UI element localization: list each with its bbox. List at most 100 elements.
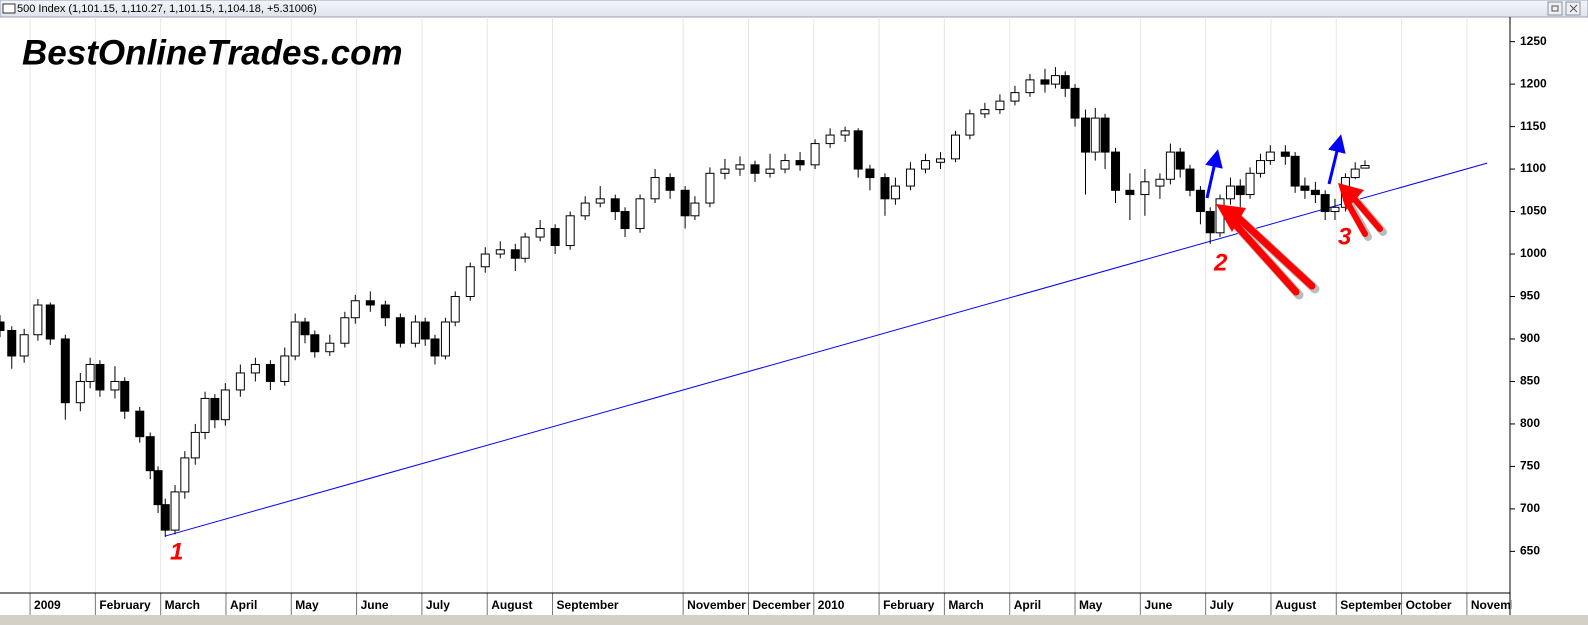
candle-body [300,321,310,336]
candle-body [1175,151,1185,170]
candle-body [880,177,890,200]
candle-body [395,317,405,344]
candle-body [235,372,245,391]
candle-body [160,504,170,531]
x-tick-label: June [361,598,389,612]
candle-body [60,338,70,404]
candle-body [1290,155,1300,187]
window-title: 500 Index (1,101.15, 1,110.27, 1,101.15,… [17,3,317,15]
candle-body [1100,117,1110,153]
candle-body [350,300,360,319]
candle-body [120,380,130,412]
candle-body [340,317,350,344]
restore-button[interactable] [1547,1,1563,16]
candle-body [480,253,490,268]
x-tick-label: June [1144,598,1172,612]
candle-body [495,249,505,255]
x-tick-label: December [752,598,810,612]
candle-body [905,168,915,187]
candle-body [920,160,930,170]
x-tick-label: April [230,598,257,612]
candle-body [190,431,200,459]
title-bar [0,0,1588,18]
candle-body [510,249,520,259]
candle-body [380,304,390,319]
y-tick-label: 800 [1520,416,1540,430]
candle-body [965,113,975,136]
candle-body [1265,151,1275,162]
candle-body [620,211,630,230]
y-tick-label: 950 [1520,289,1540,303]
x-tick-label: February [99,598,151,612]
y-tick-label: 700 [1520,501,1540,515]
plot-area: 6507007508008509009501000105011001150120… [0,17,1547,615]
candle-body [765,168,775,174]
point-label: 2 [1213,249,1228,276]
y-tick-label: 1050 [1520,204,1547,218]
candle-body [85,363,95,382]
window-icon [2,3,16,14]
candle-body [750,164,760,174]
candle-body [280,355,290,382]
candle-body [1185,168,1195,191]
candle-body [1300,185,1310,191]
candle-body [665,177,675,191]
candle-body [170,491,180,531]
candle-body [75,380,85,404]
candle-body [95,363,105,391]
candle-body [450,296,460,323]
y-tick-label: 750 [1520,459,1540,473]
candle-body [410,321,420,344]
candle-body [200,397,210,433]
y-tick-label: 1200 [1520,76,1547,90]
candle-body [1025,79,1035,94]
candle-body [210,397,220,421]
candle-body [705,172,715,204]
candle-body [110,380,120,391]
candle-body [1165,151,1175,180]
x-tick-label: October [1406,598,1452,612]
y-tick-label: 850 [1520,374,1540,388]
candle-body [1010,92,1020,102]
candle-body [1125,189,1135,196]
candle-body [1256,160,1266,174]
candle-body [680,189,690,217]
candle-body [865,168,875,179]
candle-body [19,334,29,357]
y-tick-label: 1150 [1520,119,1546,133]
candle-body [995,100,1005,111]
candle-body [145,436,155,472]
status-bar [0,615,1588,625]
candle-body [310,334,320,353]
candle-body [810,143,820,166]
x-tick-label: February [883,598,935,612]
candle-body [935,158,945,163]
candle-body [635,198,645,230]
x-tick-label: May [295,598,319,612]
candle-body [0,321,5,331]
x-tick-label: September [1340,598,1402,612]
candle-body [365,300,375,306]
red-arrows [1216,183,1387,300]
x-tick-label: August [1275,598,1316,612]
point-label: 1 [170,538,183,565]
candle-body [1090,117,1100,153]
x-tick-label: November [687,598,746,612]
candle-body [840,130,850,136]
x-tick-label: September [557,598,619,612]
candle-body [220,389,230,421]
candle-body [440,321,450,357]
candle-body [250,363,260,374]
candle-body [1050,75,1060,85]
x-tick-label: May [1079,598,1103,612]
candle-body [853,130,863,170]
candle-body [290,321,300,357]
candle-body [1040,79,1050,85]
candle-body [1205,211,1215,234]
candle-body [1245,172,1255,196]
y-tick-label: 650 [1520,544,1540,558]
candle-body [1330,206,1340,213]
x-tick-label: 2010 [818,598,845,612]
candle-body [153,470,163,506]
